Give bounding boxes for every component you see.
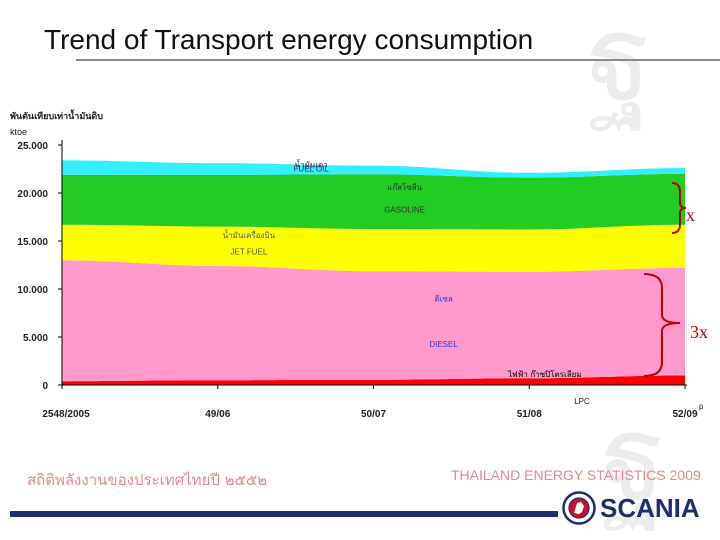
series-label-thai-jet-fuel: น้ำมันเครื่องบิน — [223, 229, 276, 240]
series-label-en-diesel: DIESEL — [429, 340, 458, 349]
area-lpg-electricity — [62, 375, 685, 385]
series-label-thai-gasoline: แก๊สโซลีน — [387, 182, 423, 192]
lpc-label: LPC — [574, 397, 590, 406]
x-tick-label-1: 49/06 — [205, 409, 230, 420]
bracket-upper — [671, 182, 687, 234]
x-tick-label-2: 50/07 — [361, 409, 386, 420]
unit-label-en: ktoe — [10, 127, 28, 137]
footer-bar — [10, 511, 558, 517]
bracket-label-lower: 3x — [690, 322, 708, 342]
series-label-thai-lpg-electricity: ไฟฟ้า ก๊าซปิโตรเลียม — [507, 369, 582, 379]
area-fuel-oil — [62, 160, 685, 178]
title-underline — [76, 59, 720, 61]
area-jet-fuel — [62, 224, 685, 272]
unit-label-thai: พันตันเทียบเท่าน้ำมันดิบ — [10, 111, 103, 121]
x-tick-label-0: 2548/2005 — [42, 409, 90, 420]
x-tick-label-4: 52/09 — [672, 409, 697, 420]
y-tick-label-0: 0 — [42, 381, 48, 392]
series-label-en-fuel-oil: FUEL OIL — [294, 165, 330, 174]
footer-thai-text: สถิติพลังงานของประเทศไทยปี ๒๕๕๒ — [27, 471, 268, 489]
y-tick-label-10000: 10.000 — [17, 285, 48, 296]
griffin-emblem-icon — [562, 491, 596, 525]
footer-english-text: THAILAND ENERGY STATISTICS 2009 — [451, 467, 701, 483]
series-label-en-gasoline: GASOLINE — [384, 206, 425, 215]
series-label-thai-diesel: ดีเซล — [434, 295, 452, 304]
x-tick-superscript: p — [699, 402, 704, 411]
y-tick-label-15000: 15.000 — [17, 237, 48, 248]
y-tick-label-25000: 25.000 — [17, 141, 48, 152]
x-tick-label-3: 51/08 — [517, 409, 542, 420]
decorative-thai-glyph-bottom: ฐ — [600, 390, 667, 529]
brand-logo: SCANIA — [562, 488, 712, 528]
y-tick-label-5000: 5.000 — [23, 333, 48, 344]
y-tick-label-20000: 20.000 — [17, 189, 48, 200]
bracket-label-upper: x — [686, 205, 695, 225]
brand-name: SCANIA — [600, 492, 700, 523]
slide-title: Trend of Transport energy consumption — [44, 24, 534, 55]
series-label-thai-fuel-oil: น้ำมันเตา — [295, 159, 328, 170]
area-gasoline — [62, 173, 685, 230]
area-diesel — [62, 260, 685, 382]
energy-area-chart: 0 5.000 10.000 15.000 20.000 25.000 2548/2005 4… — [17, 140, 704, 420]
series-label-en-jet-fuel: JET FUEL — [231, 248, 268, 257]
bracket-lower — [643, 273, 681, 377]
